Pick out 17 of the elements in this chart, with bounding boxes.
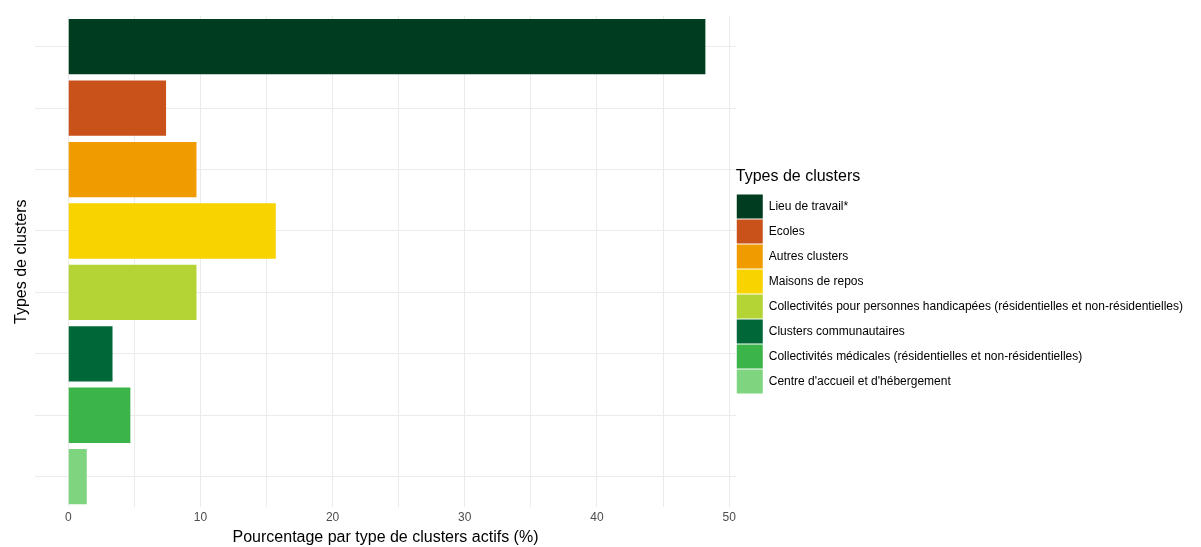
x-tick-label: 50 [722,509,737,524]
legend-label: Autres clusters [768,248,849,263]
legend-label: Ecoles [768,223,805,238]
legend-label: Collectivités médicales (résidentielles et non-résidentielles) [768,348,1083,363]
legend-label: Lieu de travail* [768,198,849,213]
x-tick-label: 0 [64,509,72,524]
legend-title: Types de clusters [735,166,861,184]
x-tick-label: 30 [458,509,472,524]
x-tick-label: 10 [193,509,208,524]
y-axis-title: Types de clusters [12,199,30,324]
legend-label: Centre d'accueil et d'hébergement [768,373,952,388]
x-axis-title: Pourcentage par type de clusters actifs (%) [232,527,539,545]
x-tick-label: 20 [325,509,340,524]
legend-label: Maisons de repos [768,273,864,288]
legend-label: Clusters communautaires [768,323,905,338]
x-tick-label: 40 [590,509,604,524]
legend-label: Collectivités pour personnes handicapées (résidentielles et non-résidentielles) [768,298,1184,313]
